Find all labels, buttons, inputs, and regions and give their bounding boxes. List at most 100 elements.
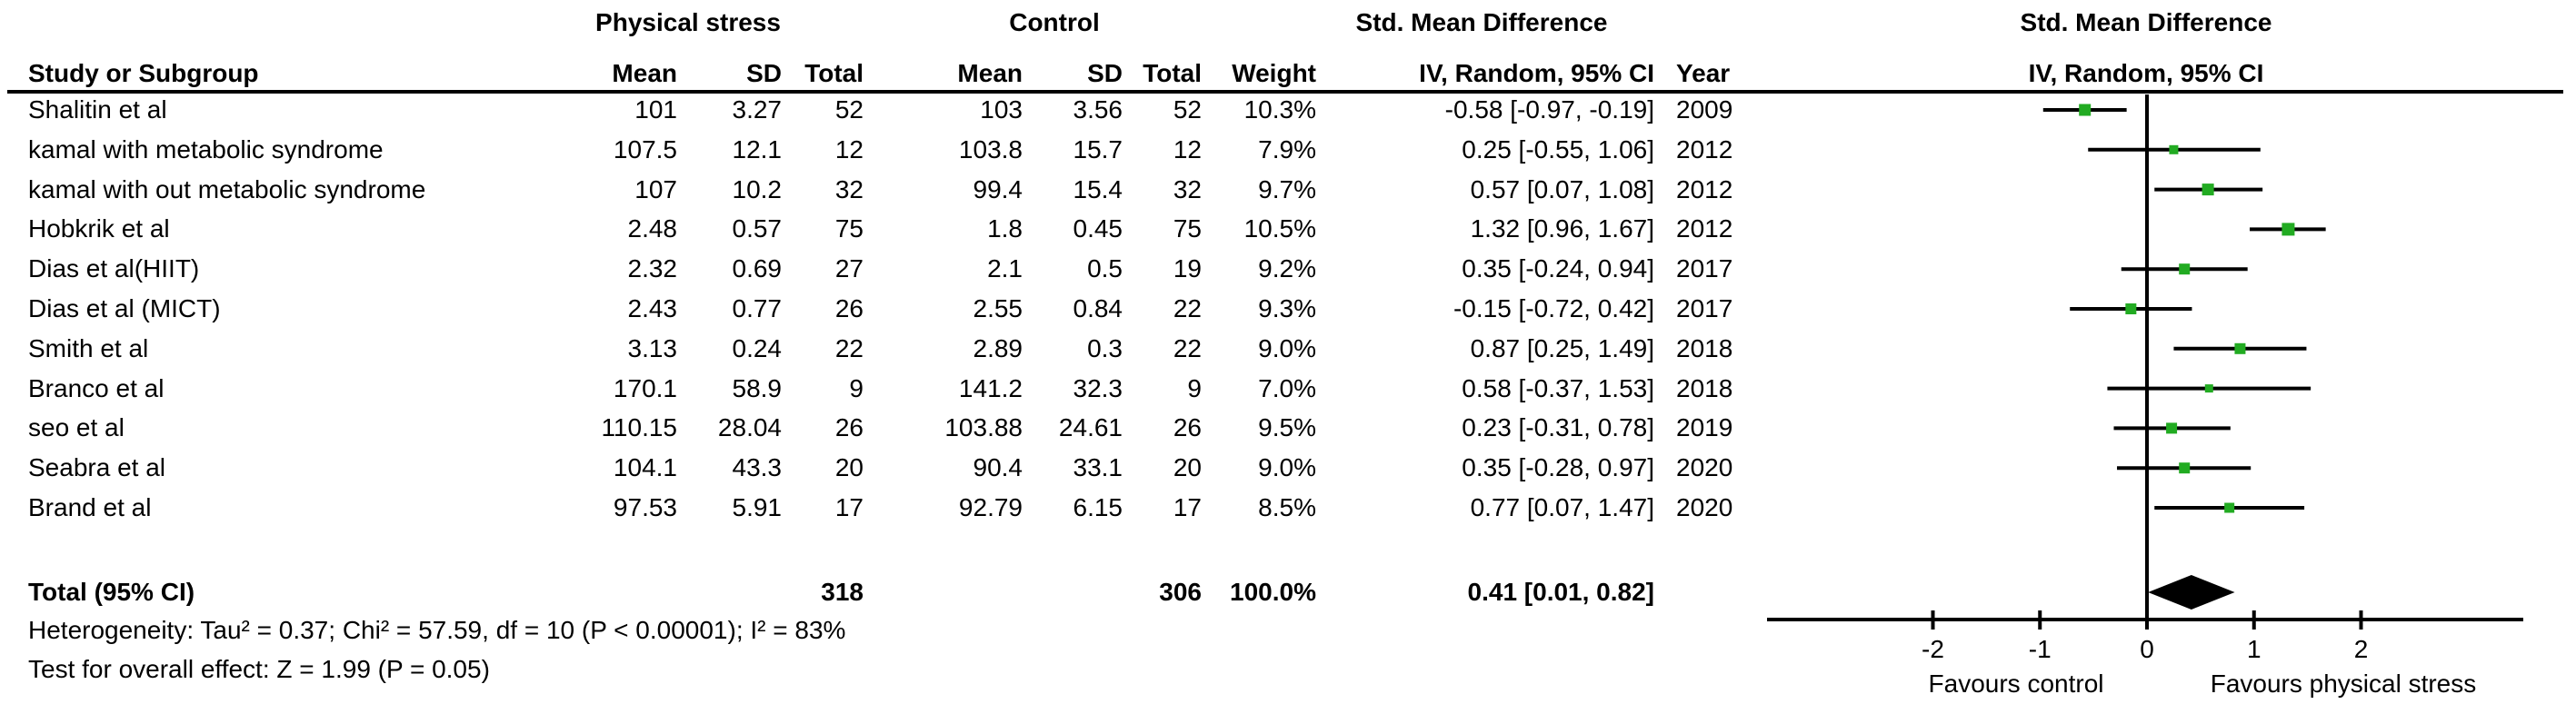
total-control-n: 306 — [1159, 578, 1202, 606]
effect-marker — [2125, 303, 2137, 314]
study-row: Dias et al (MICT) 2.43 0.77 26 2.55 0.84… — [0, 289, 1791, 329]
ci-value: 0.35 [-0.28, 0.97] — [1462, 453, 1654, 482]
year-value: 2009 — [1676, 95, 1733, 124]
total-experimental-n: 318 — [821, 578, 864, 606]
sd-experimental: 5.91 — [732, 493, 783, 521]
column-header-mean-exp: Mean — [612, 59, 677, 87]
mean-experimental: 97.53 — [613, 493, 677, 521]
study-row: Seabra et al 104.1 43.3 20 90.4 33.1 20 … — [0, 448, 1791, 488]
study-name: Brand et al — [28, 493, 152, 521]
weight-value: 9.0% — [1258, 453, 1316, 482]
mean-control: 141.2 — [958, 373, 1023, 402]
year-value: 2017 — [1676, 254, 1733, 283]
sd-experimental: 3.27 — [732, 95, 783, 124]
ci-value: -0.15 [-0.72, 0.42] — [1453, 294, 1654, 322]
sd-experimental: 10.2 — [732, 174, 783, 203]
total-control: 22 — [1173, 333, 1202, 362]
total-row: Total (95% CI) 318 306 100.0% 0.41 [0.01… — [0, 572, 1791, 612]
mean-control: 2.89 — [973, 333, 1023, 362]
total-experimental: 26 — [834, 294, 864, 322]
total-experimental: 75 — [834, 214, 864, 243]
group-header-smd-plot: Std. Mean Difference — [2020, 8, 2272, 36]
year-value: 2012 — [1676, 214, 1733, 243]
mean-control: 103.88 — [944, 413, 1023, 442]
ci-value: 0.25 [-0.55, 1.06] — [1462, 134, 1654, 164]
overall-effect-note: Test for overall effect: Z = 1.99 (P = 0… — [28, 655, 490, 683]
year-value: 2018 — [1676, 333, 1733, 362]
study-name: kamal with out metabolic syndrome — [28, 174, 426, 203]
total-experimental: 22 — [834, 333, 864, 362]
effect-marker — [2166, 422, 2178, 434]
sd-experimental: 0.24 — [732, 333, 783, 362]
total-experimental: 12 — [834, 134, 864, 164]
sd-experimental: 0.77 — [732, 294, 783, 322]
mean-control: 103 — [980, 95, 1023, 124]
column-header-ci-plot: IV, Random, 95% CI — [2028, 59, 2264, 87]
total-weight: 100.0% — [1230, 578, 1316, 606]
year-value: 2012 — [1676, 174, 1733, 203]
weight-value: 9.7% — [1258, 174, 1316, 203]
study-row: kamal with out metabolic syndrome 107 10… — [0, 170, 1791, 210]
study-name: Dias et al(HIIT) — [28, 254, 200, 283]
total-control: 20 — [1173, 453, 1202, 482]
ci-value: 0.58 [-0.37, 1.53] — [1462, 373, 1654, 402]
axis-tick-label: -2 — [1922, 635, 1944, 663]
total-control: 26 — [1173, 413, 1202, 442]
column-header-mean-ctrl: Mean — [957, 59, 1023, 87]
study-name: Smith et al — [28, 333, 149, 362]
effect-marker — [2179, 462, 2191, 474]
axis-tick-label: 0 — [2140, 635, 2154, 663]
total-experimental: 17 — [834, 493, 864, 521]
mean-control: 103.8 — [958, 134, 1023, 164]
effect-marker — [2234, 342, 2246, 354]
weight-value: 7.0% — [1258, 373, 1316, 402]
total-diamond — [2148, 575, 2235, 610]
sd-control: 15.4 — [1073, 174, 1123, 203]
total-control: 52 — [1173, 95, 1202, 124]
study-row: Shalitin et al 101 3.27 52 103 3.56 52 1… — [0, 90, 1791, 130]
mean-control: 90.4 — [973, 453, 1023, 482]
column-header-year: Year — [1676, 59, 1731, 87]
mean-control: 99.4 — [973, 174, 1023, 203]
group-header-smd-table: Std. Mean Difference — [1355, 8, 1608, 36]
effect-marker — [2224, 502, 2235, 513]
year-value: 2012 — [1676, 134, 1733, 164]
mean-experimental: 2.48 — [627, 214, 678, 243]
sd-experimental: 12.1 — [732, 134, 783, 164]
sd-experimental: 28.04 — [717, 413, 782, 442]
sd-control: 15.7 — [1073, 134, 1123, 164]
year-value: 2019 — [1676, 413, 1733, 442]
study-name: Seabra et al — [28, 453, 165, 482]
axis-tick-label: 2 — [2354, 635, 2369, 663]
mean-experimental: 3.13 — [627, 333, 678, 362]
study-name: Dias et al (MICT) — [28, 294, 221, 322]
weight-value: 9.3% — [1258, 294, 1316, 322]
year-value: 2017 — [1676, 294, 1733, 322]
column-header-weight: Weight — [1232, 59, 1316, 87]
column-header-ci: IV, Random, 95% CI — [1419, 59, 1654, 87]
mean-control: 92.79 — [958, 493, 1023, 521]
mean-control: 1.8 — [987, 214, 1023, 243]
ci-value: 0.87 [0.25, 1.49] — [1470, 333, 1654, 362]
mean-experimental: 104.1 — [613, 453, 677, 482]
mean-control: 2.1 — [987, 254, 1023, 283]
effect-marker — [2179, 263, 2191, 275]
total-control: 17 — [1173, 493, 1202, 521]
sd-experimental: 0.57 — [732, 214, 783, 243]
study-row: Dias et al(HIIT) 2.32 0.69 27 2.1 0.5 19… — [0, 249, 1791, 289]
total-label: Total (95% CI) — [28, 578, 195, 606]
weight-value: 10.3% — [1243, 95, 1316, 124]
total-control: 75 — [1173, 214, 1202, 243]
study-row: Branco et al 170.1 58.9 9 141.2 32.3 9 7… — [0, 369, 1791, 409]
total-experimental: 26 — [834, 413, 864, 442]
mean-experimental: 2.32 — [627, 254, 678, 283]
sd-control: 0.84 — [1073, 294, 1123, 322]
weight-value: 9.5% — [1258, 413, 1316, 442]
effect-marker — [2169, 144, 2179, 154]
effect-marker — [2204, 384, 2213, 393]
group-header-experimental: Physical stress — [595, 8, 781, 36]
favours-right-label: Favours physical stress — [2211, 669, 2477, 698]
favours-left-label: Favours control — [1929, 669, 2104, 698]
